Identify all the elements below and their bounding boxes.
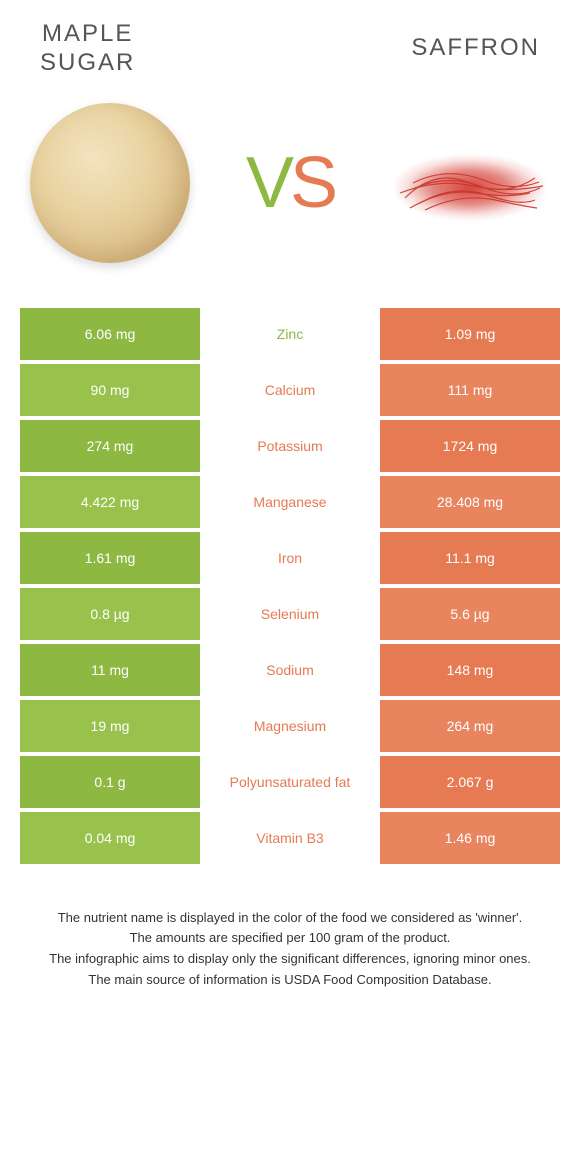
nutrient-name: Manganese: [200, 476, 380, 528]
footer-line-4: The main source of information is USDA F…: [30, 970, 550, 991]
table-row: 19 mgMagnesium264 mg: [20, 700, 560, 752]
nutrient-name: Magnesium: [200, 700, 380, 752]
table-row: 4.422 mgManganese28.408 mg: [20, 476, 560, 528]
left-value: 0.8 µg: [20, 588, 200, 640]
table-row: 0.8 µgSelenium5.6 µg: [20, 588, 560, 640]
nutrient-name: Selenium: [200, 588, 380, 640]
footer-line-2: The amounts are specified per 100 gram o…: [30, 928, 550, 949]
nutrient-name: Iron: [200, 532, 380, 584]
left-value: 0.04 mg: [20, 812, 200, 864]
saffron-image: [380, 93, 560, 273]
table-row: 1.61 mgIron11.1 mg: [20, 532, 560, 584]
left-value: 4.422 mg: [20, 476, 200, 528]
nutrient-name: Vitamin B3: [200, 812, 380, 864]
vs-label: VS: [246, 147, 334, 219]
left-value: 11 mg: [20, 644, 200, 696]
table-row: 11 mgSodium148 mg: [20, 644, 560, 696]
right-value: 264 mg: [380, 700, 560, 752]
right-value: 2.067 g: [380, 756, 560, 808]
left-value: 90 mg: [20, 364, 200, 416]
nutrient-name: Potassium: [200, 420, 380, 472]
table-row: 90 mgCalcium111 mg: [20, 364, 560, 416]
nutrient-name: Sodium: [200, 644, 380, 696]
right-value: 1.09 mg: [380, 308, 560, 360]
footer-line-1: The nutrient name is displayed in the co…: [30, 908, 550, 929]
nutrient-name: Calcium: [200, 364, 380, 416]
image-row: VS: [0, 88, 580, 308]
vs-letter-s: S: [290, 143, 334, 223]
left-food-title: MAPLE SUGAR: [40, 20, 135, 78]
right-value: 11.1 mg: [380, 532, 560, 584]
left-value: 0.1 g: [20, 756, 200, 808]
right-value: 1.46 mg: [380, 812, 560, 864]
right-value: 148 mg: [380, 644, 560, 696]
header: MAPLE SUGAR SAFFRON: [0, 0, 580, 88]
left-value: 6.06 mg: [20, 308, 200, 360]
nutrient-name: Polyunsaturated fat: [200, 756, 380, 808]
left-value: 19 mg: [20, 700, 200, 752]
left-value: 1.61 mg: [20, 532, 200, 584]
footer-line-3: The infographic aims to display only the…: [30, 949, 550, 970]
right-value: 1724 mg: [380, 420, 560, 472]
right-value: 111 mg: [380, 364, 560, 416]
table-row: 6.06 mgZinc1.09 mg: [20, 308, 560, 360]
nutrient-table: 6.06 mgZinc1.09 mg90 mgCalcium111 mg274 …: [20, 308, 560, 864]
right-value: 5.6 µg: [380, 588, 560, 640]
footer-notes: The nutrient name is displayed in the co…: [0, 868, 580, 991]
maple-sugar-image: [20, 93, 200, 273]
table-row: 274 mgPotassium1724 mg: [20, 420, 560, 472]
right-food-title: SAFFRON: [411, 34, 540, 63]
nutrient-name: Zinc: [200, 308, 380, 360]
vs-letter-v: V: [246, 143, 290, 223]
left-value: 274 mg: [20, 420, 200, 472]
table-row: 0.1 gPolyunsaturated fat2.067 g: [20, 756, 560, 808]
table-row: 0.04 mgVitamin B31.46 mg: [20, 812, 560, 864]
right-value: 28.408 mg: [380, 476, 560, 528]
